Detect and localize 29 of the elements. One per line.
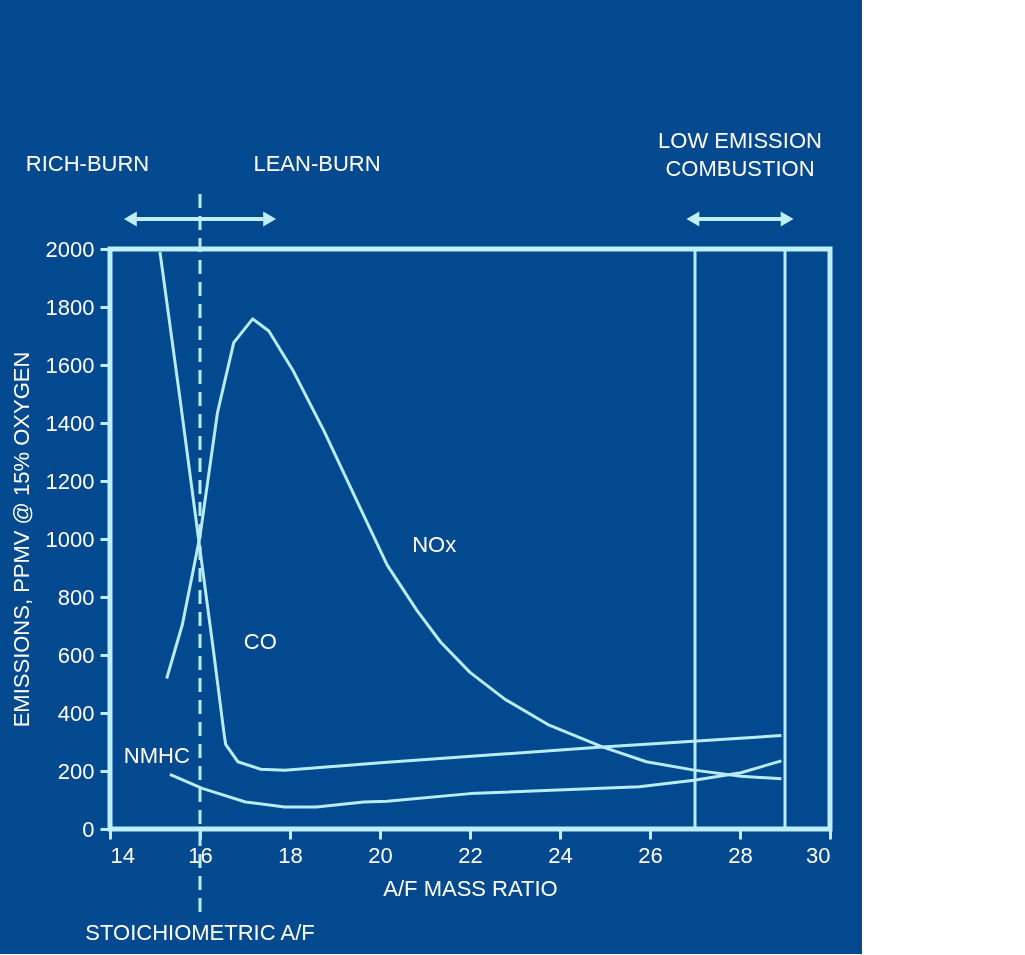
x-tick-label: 16 bbox=[188, 842, 213, 868]
y-tick-label: 2000 bbox=[45, 236, 95, 262]
y-tick-label: 1400 bbox=[45, 410, 95, 436]
text: RICH-BURN bbox=[25, 151, 150, 176]
series-label: NMHC bbox=[123, 743, 190, 769]
x-tick-label: 24 bbox=[548, 842, 573, 868]
y-tick-label: 0 bbox=[82, 816, 95, 842]
x-tick-label: 18 bbox=[278, 842, 303, 868]
y-tick-label: 1600 bbox=[45, 352, 95, 378]
x-tick-label: 22 bbox=[458, 842, 483, 868]
y-tick-label: 1800 bbox=[45, 294, 95, 320]
x-tick-label: 28 bbox=[728, 842, 753, 868]
x-tick-label: 26 bbox=[638, 842, 663, 868]
series-label: CO bbox=[243, 629, 277, 655]
text: LEAN-BURN bbox=[253, 151, 381, 176]
y-tick-label: 600 bbox=[57, 642, 95, 668]
x-tick-label: 14 bbox=[110, 842, 135, 868]
y-tick-label: 1200 bbox=[45, 468, 95, 494]
x-tick-label: 30 bbox=[806, 842, 831, 868]
y-tick-label: 1000 bbox=[45, 526, 95, 552]
y-axis-title: EMISSIONS, PPMV @ 15% OXYGEN bbox=[8, 351, 34, 728]
ref-line-label: STOICHIOMETRIC A/F bbox=[85, 920, 315, 945]
y-tick-label: 800 bbox=[57, 584, 95, 610]
x-tick-label: 20 bbox=[368, 842, 393, 868]
x-axis-title: A/F MASS RATIO bbox=[383, 875, 558, 901]
series-label: NOx bbox=[412, 532, 457, 558]
y-tick-label: 400 bbox=[57, 700, 95, 726]
text: LOW EMISSION COMBUSTION bbox=[658, 128, 822, 181]
y-tick-label: 200 bbox=[57, 758, 95, 784]
